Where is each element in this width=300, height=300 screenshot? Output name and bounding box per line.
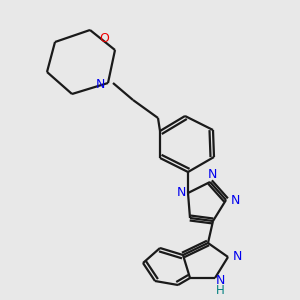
Text: N: N (232, 250, 242, 263)
Text: N: N (207, 167, 217, 181)
Text: N: N (95, 79, 105, 92)
Text: O: O (99, 32, 109, 44)
Text: N: N (176, 185, 186, 199)
Text: N: N (230, 194, 240, 206)
Text: N: N (215, 274, 225, 286)
Text: H: H (216, 284, 224, 298)
